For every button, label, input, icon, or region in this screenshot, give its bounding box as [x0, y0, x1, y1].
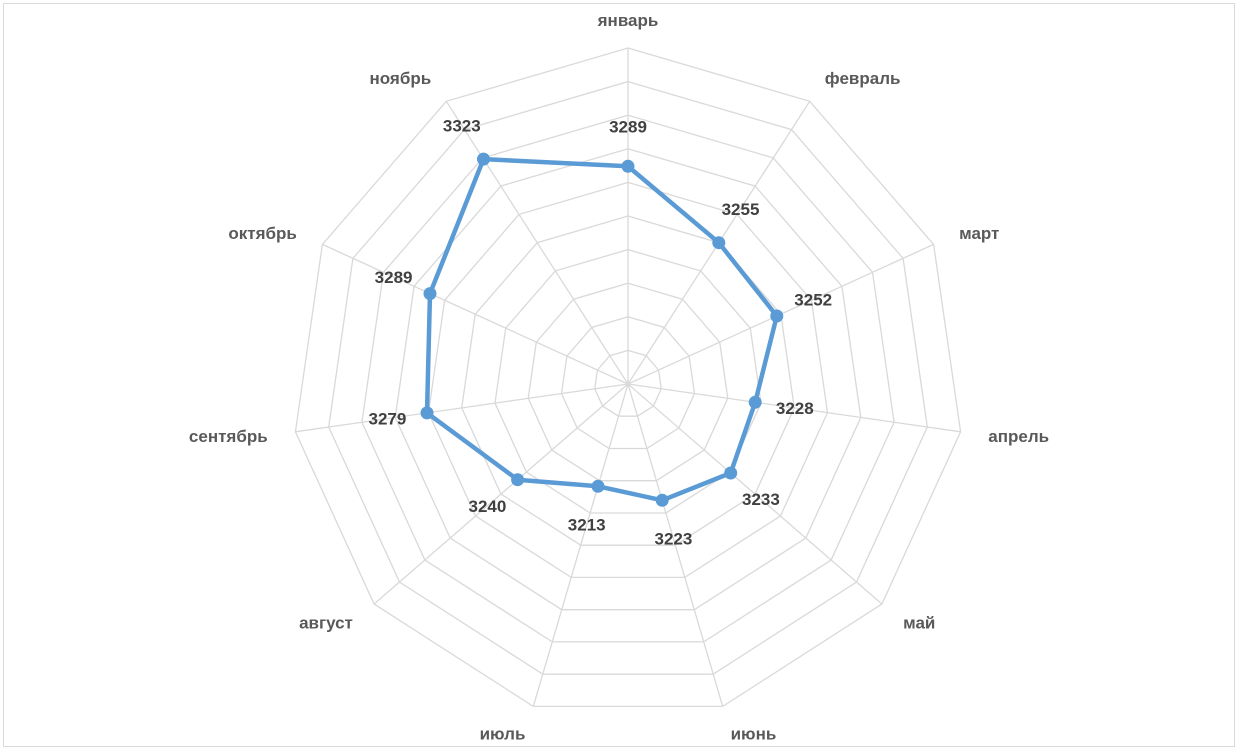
data-point [724, 466, 738, 480]
radar-spokes [295, 48, 961, 707]
grid-spoke [445, 100, 629, 385]
category-label: май [903, 613, 935, 632]
data-labels: 3289 3255 3252 3228 3233 3223 3213 3240 3279 3289… [368, 116, 832, 548]
category-label: апрель [988, 427, 1049, 446]
data-point [770, 309, 784, 323]
radar-grid [294, 47, 962, 708]
category-label: июнь [731, 724, 777, 743]
grid-spoke [322, 243, 629, 385]
grid-ring [328, 80, 928, 675]
grid-ring [294, 47, 962, 708]
grid-ring [594, 349, 662, 417]
data-label: 3252 [794, 290, 832, 309]
data-point [655, 493, 669, 507]
category-label: март [959, 224, 999, 243]
data-label: 3240 [468, 497, 506, 516]
data-point [420, 406, 434, 420]
grid-spoke [532, 383, 629, 707]
data-label: 3223 [654, 530, 692, 549]
grid-spoke [295, 383, 629, 433]
grid-ring [394, 148, 862, 611]
grid-ring [560, 316, 696, 450]
radar-series [420, 152, 784, 507]
category-label: август [299, 613, 353, 632]
grid-spoke [627, 383, 961, 433]
data-label: 3255 [722, 200, 760, 219]
data-label: 3279 [368, 410, 406, 429]
data-point [511, 473, 525, 487]
category-labels: январь февраль март апрель май июнь июль август… [189, 11, 1049, 743]
grid-spoke [373, 383, 629, 605]
grid-ring [427, 181, 829, 579]
grid-ring [461, 215, 795, 546]
data-label: 3213 [568, 516, 606, 535]
data-point [712, 236, 726, 250]
data-point [621, 159, 635, 173]
category-label: сентябрь [189, 427, 268, 446]
data-point [748, 395, 762, 409]
data-label: 3233 [742, 490, 780, 509]
data-point [477, 152, 490, 166]
grid-ring [361, 114, 895, 643]
grid-spoke [627, 383, 883, 605]
grid-spoke [627, 383, 724, 707]
grid-ring [494, 248, 762, 514]
category-label: ноябрь [370, 69, 432, 88]
data-label: 3228 [776, 399, 814, 418]
category-label: январь [597, 11, 659, 30]
category-label: июль [480, 724, 526, 743]
category-label: октябрь [228, 224, 296, 243]
data-point [591, 479, 605, 493]
data-label: 3323 [443, 116, 481, 135]
data-label: 3289 [609, 117, 647, 136]
chart-area [3, 3, 1235, 747]
grid-ring [527, 282, 729, 482]
category-label: февраль [825, 69, 901, 88]
data-point [423, 287, 437, 301]
data-label: 3289 [375, 268, 413, 287]
series-line [424, 156, 780, 503]
